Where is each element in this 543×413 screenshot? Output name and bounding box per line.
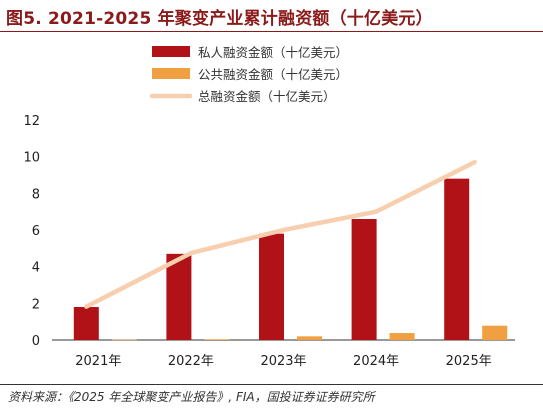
source-note: 资料来源：《2025 年全球聚变产业报告》, FIA，国投证券证券研究所 <box>8 390 375 404</box>
bar <box>444 178 470 340</box>
bar <box>111 339 137 341</box>
bar <box>351 219 377 340</box>
financing-chart: 私人融资金额（十亿美元） 公共融资金额（十亿美元） 总融资金额（十亿美元） 0 2 4 6… <box>23 45 515 369</box>
y-axis: 0 2 4 6 8 10 12 <box>23 114 40 349</box>
bar <box>297 336 322 340</box>
bar <box>259 233 284 340</box>
figure-title: 图5. 2021-2025 年聚变产业累计融资额（十亿美元） <box>6 9 433 29</box>
y-tick-label: 0 <box>32 334 40 349</box>
series-line <box>84 159 477 309</box>
chart-legend: 私人融资金额（十亿美元） 公共融资金额（十亿美元） 总融资金额（十亿美元） <box>149 45 348 104</box>
legend-swatch <box>152 68 190 79</box>
bar <box>204 339 230 340</box>
x-tick-label: 2024年 <box>353 354 399 369</box>
bars <box>73 178 508 341</box>
series-lines <box>84 159 477 309</box>
legend-label: 总融资金额（十亿美元） <box>198 89 336 104</box>
y-tick-label: 8 <box>32 187 40 202</box>
y-tick-label: 2 <box>32 297 40 312</box>
bar <box>389 333 415 340</box>
legend-label: 公共融资金额（十亿美元） <box>198 67 348 82</box>
bar <box>482 325 508 340</box>
x-tick-label: 2022年 <box>168 354 214 369</box>
y-tick-label: 10 <box>23 151 40 166</box>
bar <box>166 253 192 340</box>
title-divider <box>0 31 543 32</box>
y-tick-label: 12 <box>23 114 40 129</box>
x-axis: 2021年 2022年 2023年 2024年 2025年 <box>52 339 515 369</box>
x-tick-label: 2021年 <box>75 354 121 369</box>
bar <box>73 307 99 340</box>
y-tick-label: 4 <box>32 261 40 276</box>
x-tick-label: 2023年 <box>260 354 306 369</box>
y-tick-label: 6 <box>32 224 40 239</box>
x-tick-label: 2025年 <box>446 354 492 369</box>
source-divider <box>0 384 543 385</box>
legend-label: 私人融资金额（十亿美元） <box>198 45 348 60</box>
legend-swatch <box>152 46 190 57</box>
